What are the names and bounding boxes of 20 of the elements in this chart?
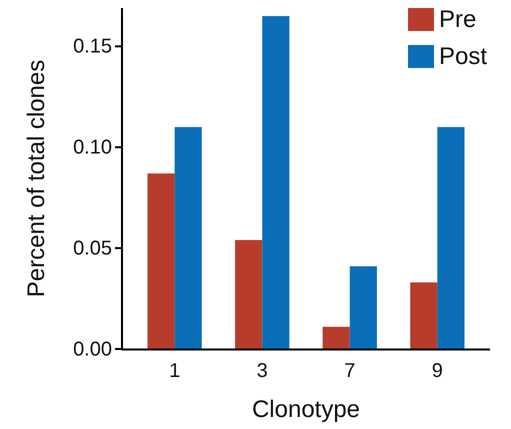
- y-tick-label: 0.00: [73, 338, 112, 360]
- x-axis-title: Clonotype: [252, 396, 360, 423]
- bar: [322, 326, 350, 349]
- x-tick-label: 7: [344, 360, 356, 382]
- x-tick-label: 3: [256, 360, 268, 382]
- bar: [410, 282, 438, 349]
- bar: [235, 240, 262, 349]
- y-tick-label: 0.05: [73, 238, 112, 260]
- bar: [350, 266, 377, 349]
- bar: [174, 127, 202, 349]
- legend-label: Post: [439, 43, 488, 70]
- legend-label: Pre: [439, 6, 476, 33]
- x-tick-label: 9: [432, 360, 443, 382]
- bar: [262, 16, 290, 349]
- y-tick-label: 0.15: [73, 36, 112, 58]
- x-tick-label: 1: [169, 360, 180, 382]
- bar: [437, 127, 464, 349]
- y-axis-title: Percent of total clones: [23, 60, 50, 298]
- bar: [148, 173, 175, 349]
- y-tick-label: 0.10: [73, 136, 112, 159]
